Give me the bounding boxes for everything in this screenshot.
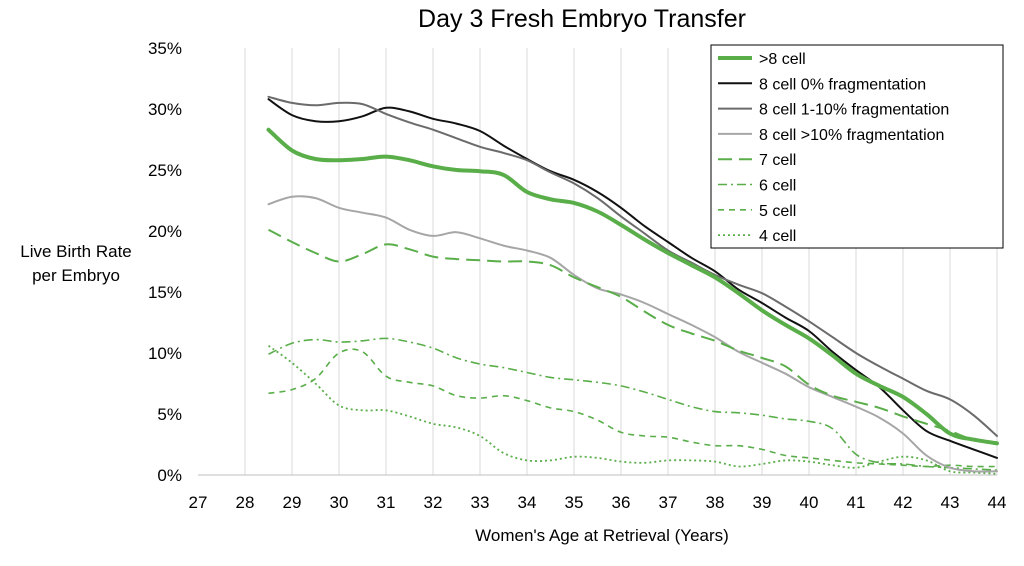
y-tick-label: 15% [148,283,182,302]
legend-label: 8 cell 1-10% fragmentation [759,102,949,119]
y-tick-label: 5% [157,405,182,424]
x-tick-label: 42 [894,493,913,512]
x-tick-label: 32 [424,493,443,512]
series-line-6 [268,348,998,468]
x-tick-label: 35 [565,493,584,512]
series-line-0 [266,127,999,446]
x-tick-label: 31 [377,493,396,512]
x-tick-label: 29 [283,493,302,512]
y-tick-labels: 0% 5% 10% 15% 20% 25% 30% 35% [148,39,182,485]
data-series [266,95,999,475]
legend: >8 cell 8 cell 0% fragmentation 8 cell 1-1… [710,44,1004,249]
legend-label: 8 cell 0% fragmentation [759,76,926,93]
x-tick-label: 41 [847,493,866,512]
y-axis-title-line-1: Live Birth Rate [20,242,132,261]
x-tick-label: 28 [236,493,255,512]
legend-label: 8 cell >10% fragmentation [759,127,944,144]
x-tick-label: 38 [706,493,725,512]
y-tick-label: 0% [157,466,182,485]
y-tick-label: 30% [148,100,182,119]
x-tick-label: 33 [471,493,490,512]
y-tick-label: 20% [148,222,182,241]
x-tick-label: 43 [941,493,960,512]
x-tick-label: 30 [330,493,349,512]
x-tick-label: 44 [988,493,1007,512]
y-axis-title-line-2: per Embryo [32,266,120,285]
x-tick-labels: 27 28 29 30 31 32 33 34 35 36 37 38 39 40 41 42 43 44 [189,493,1007,512]
x-tick-label: 36 [612,493,631,512]
series-line-5 [268,337,998,471]
series-line-4 [268,228,998,444]
chart-title: Day 3 Fresh Embryo Transfer [418,5,746,33]
legend-label: >8 cell [759,51,806,68]
series-line-7 [267,344,998,475]
x-tick-label: 37 [659,493,678,512]
x-tick-label: 39 [753,493,772,512]
series-line-2 [267,95,998,437]
legend-label: 4 cell [759,228,796,245]
x-tick-label: 27 [189,493,208,512]
legend-label: 6 cell [759,178,796,195]
x-tick-label: 40 [800,493,819,512]
series-line-3 [267,195,998,473]
x-axis-title: Women's Age at Retrieval (Years) [475,526,729,545]
x-tick-label: 34 [518,493,537,512]
y-tick-label: 25% [148,161,182,180]
y-tick-label: 35% [148,39,182,58]
legend-label: 5 cell [759,203,796,220]
legend-box [710,44,1004,249]
y-tick-label: 10% [148,344,182,363]
legend-label: 7 cell [759,152,796,169]
